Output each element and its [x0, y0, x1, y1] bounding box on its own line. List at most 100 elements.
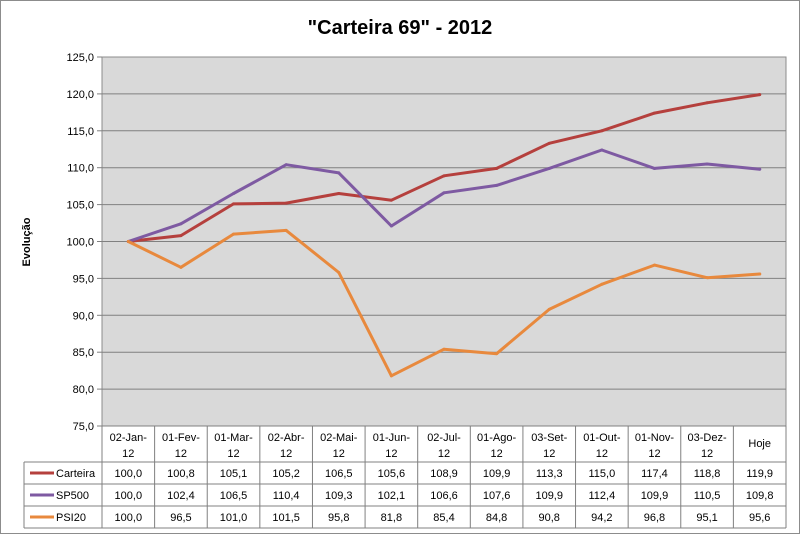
data-point-carteira: [389, 198, 393, 202]
data-point-psi20: [547, 307, 551, 311]
y-tick-label: 80,0: [73, 384, 94, 396]
x-tick-label: 12: [701, 448, 713, 460]
x-tick-label: 01-Mar-: [214, 432, 253, 444]
table-cell: 100,0: [115, 512, 143, 524]
data-point-psi20: [758, 272, 762, 276]
data-point-psi20: [442, 347, 446, 351]
x-tick-label: 12: [280, 448, 292, 460]
table-cell: 110,4: [273, 490, 300, 502]
data-point-carteira: [337, 192, 341, 196]
y-axis-label: Evolução: [21, 217, 33, 266]
table-cell: 119,9: [746, 468, 773, 480]
table-cell: 95,8: [328, 512, 349, 524]
table-cell: 112,4: [588, 490, 615, 502]
y-tick-label: 100,0: [66, 237, 94, 249]
y-tick-label: 125,0: [66, 52, 94, 64]
table-cell: 81,8: [381, 512, 402, 524]
table-cell: 113,3: [536, 468, 563, 480]
table-cell: 109,9: [641, 490, 669, 502]
table-cell: 107,6: [483, 490, 511, 502]
data-point-sp500: [547, 166, 551, 170]
x-tick-label: 02-Mai-: [320, 432, 358, 444]
table-cell: 115,0: [588, 468, 615, 480]
x-tick-label: 12: [438, 448, 450, 460]
x-tick-label: 12: [175, 448, 187, 460]
table-cell: 109,9: [483, 468, 511, 480]
data-point-carteira: [705, 101, 709, 105]
data-point-carteira: [547, 141, 551, 145]
data-point-psi20: [284, 228, 288, 232]
table-cell: 101,0: [220, 512, 248, 524]
table-cell: 101,5: [272, 512, 300, 524]
table-cell: 95,6: [749, 512, 770, 524]
x-tick-label: 02-Abr-: [268, 432, 305, 444]
data-point-psi20: [232, 232, 236, 236]
table-cell: 106,5: [220, 490, 248, 502]
x-tick-label: 12: [122, 448, 134, 460]
data-point-carteira: [600, 129, 604, 133]
data-point-carteira: [442, 174, 446, 178]
y-tick-label: 75,0: [73, 421, 94, 433]
x-tick-label: 01-Ago-: [477, 432, 516, 444]
table-cell: 109,3: [325, 490, 353, 502]
table-cell: 117,4: [641, 468, 668, 480]
data-point-carteira: [652, 111, 656, 115]
data-point-sp500: [389, 224, 393, 228]
data-point-psi20: [179, 265, 183, 269]
data-point-sp500: [495, 183, 499, 187]
data-point-sp500: [232, 192, 236, 196]
table-cell: 95,1: [696, 512, 717, 524]
table-cell: 96,5: [170, 512, 191, 524]
data-point-psi20: [600, 282, 604, 286]
chart-title: "Carteira 69" - 2012: [308, 17, 493, 39]
data-point-psi20: [389, 374, 393, 378]
x-tick-label: 01-Fev-: [162, 432, 200, 444]
x-tick-label: 01-Nov-: [635, 432, 674, 444]
table-cell: 100,0: [115, 468, 143, 480]
data-point-psi20: [652, 263, 656, 267]
table-cell: 85,4: [433, 512, 454, 524]
x-tick-label: 01-Out-: [583, 432, 621, 444]
x-tick-label: 12: [543, 448, 555, 460]
table-cell: 102,4: [167, 490, 195, 502]
data-point-sp500: [652, 166, 656, 170]
data-point-psi20: [337, 270, 341, 274]
data-point-sp500: [284, 163, 288, 167]
x-tick-label: 03-Dez-: [688, 432, 727, 444]
legend-label-carteira: Carteira: [56, 468, 96, 480]
data-point-carteira: [495, 166, 499, 170]
table-cell: 105,6: [378, 468, 406, 480]
x-tick-label: 02-Jul-: [427, 432, 461, 444]
x-tick-label: 01-Jun-: [373, 432, 411, 444]
data-point-carteira: [758, 93, 762, 97]
data-point-carteira: [179, 234, 183, 238]
y-tick-label: 110,0: [67, 163, 94, 175]
y-tick-label: 85,0: [73, 347, 94, 359]
data-point-psi20: [705, 276, 709, 280]
x-tick-label: 03-Set-: [531, 432, 567, 444]
table-cell: 118,8: [694, 468, 721, 480]
data-point-sp500: [600, 148, 604, 152]
table-cell: 109,8: [746, 490, 774, 502]
table-cell: 84,8: [486, 512, 507, 524]
data-point-carteira: [232, 202, 236, 206]
data-point-sp500: [758, 167, 762, 171]
table-cell: 96,8: [644, 512, 665, 524]
data-point-sp500: [442, 191, 446, 195]
x-tick-label: 12: [385, 448, 397, 460]
table-cell: 100,8: [167, 468, 195, 480]
table-cell: 105,2: [272, 468, 300, 480]
table-cell: 102,1: [378, 490, 406, 502]
y-tick-label: 120,0: [66, 89, 94, 101]
table-cell: 94,2: [591, 512, 612, 524]
y-tick-label: 115,0: [67, 126, 94, 138]
legend-label-sp500: SP500: [56, 490, 89, 502]
table-cell: 105,1: [220, 468, 248, 480]
data-point-sp500: [179, 222, 183, 226]
data-point-psi20: [126, 240, 130, 243]
x-tick-label: 12: [333, 448, 345, 460]
data-point-psi20: [495, 352, 499, 356]
data-point-carteira: [284, 201, 288, 205]
x-tick-label: 12: [648, 448, 660, 460]
